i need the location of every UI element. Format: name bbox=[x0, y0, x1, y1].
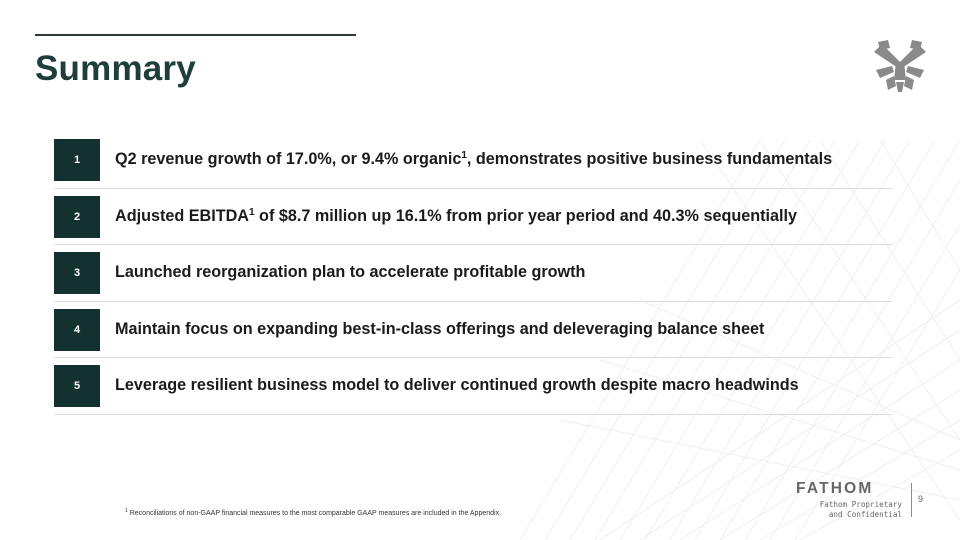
list-item-text: Maintain focus on expanding best-in-clas… bbox=[115, 319, 765, 338]
list-item-text: Q2 revenue growth of 17.0%, or 9.4% orga… bbox=[115, 150, 833, 168]
list-item-text: Adjusted EBITDA1 of $8.7 million up 16.1… bbox=[115, 206, 798, 225]
footer-divider bbox=[911, 483, 912, 517]
number-badge: 4 bbox=[54, 308, 100, 351]
fathom-crossed-tools-logo-icon bbox=[874, 40, 926, 92]
number-badge: 2 bbox=[54, 195, 100, 238]
list-item-text: Leverage resilient business model to del… bbox=[115, 376, 799, 394]
footnote-marker: 1 bbox=[461, 150, 467, 161]
footnote: 1 Reconciliations of non-GAAP financial … bbox=[125, 508, 502, 518]
title-rule bbox=[35, 34, 356, 36]
number-badge: 1 bbox=[54, 139, 100, 181]
footnote-marker: 1 bbox=[125, 508, 128, 514]
summary-list: 1 Q2 revenue growth of 17.0%, or 9.4% or… bbox=[54, 132, 892, 415]
list-item: 4 Maintain focus on expanding best-in-cl… bbox=[54, 302, 892, 358]
list-item: 1 Q2 revenue growth of 17.0%, or 9.4% or… bbox=[54, 132, 892, 189]
list-item: 5 Leverage resilient business model to d… bbox=[54, 358, 892, 415]
list-item: 2 Adjusted EBITDA1 of $8.7 million up 16… bbox=[54, 189, 892, 245]
footnote-marker: 1 bbox=[249, 206, 255, 218]
page-title: Summary bbox=[35, 49, 196, 88]
number-badge: 3 bbox=[54, 252, 100, 294]
page-number: 9 bbox=[918, 494, 924, 504]
list-item-text: Launched reorganization plan to accelera… bbox=[115, 263, 586, 281]
number-badge: 5 bbox=[54, 365, 100, 407]
brand-wordmark: FATHOM bbox=[796, 480, 874, 497]
list-item: 3 Launched reorganization plan to accele… bbox=[54, 245, 892, 302]
confidentiality-notice: Fathom Proprietary and Confidential bbox=[819, 500, 902, 519]
